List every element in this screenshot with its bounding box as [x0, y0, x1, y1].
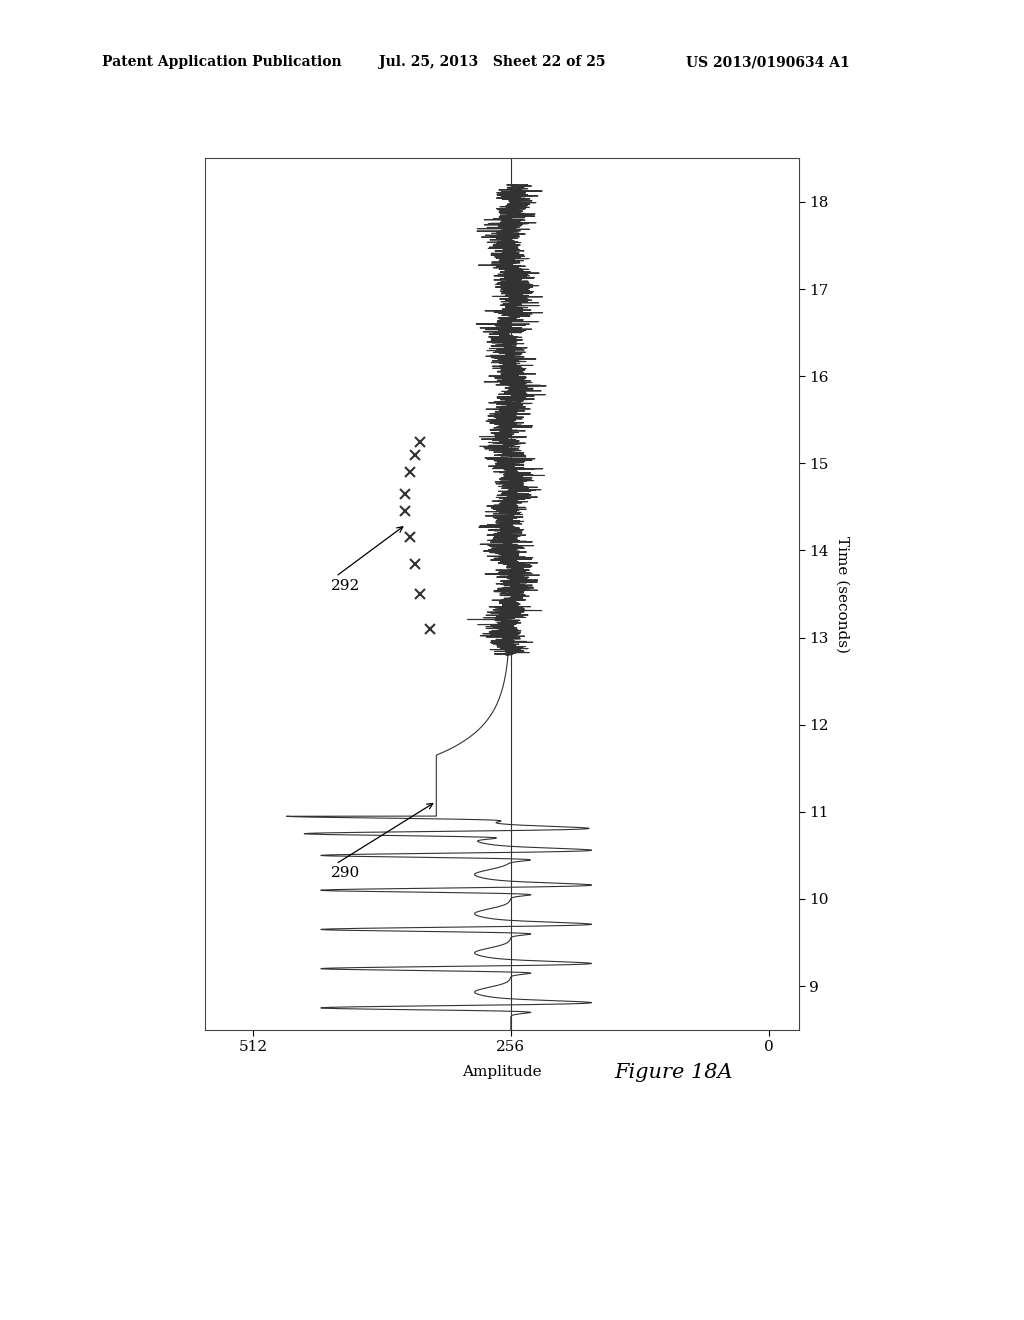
Text: Figure 18A: Figure 18A [614, 1063, 733, 1081]
Text: Patent Application Publication: Patent Application Publication [102, 55, 342, 70]
Text: Jul. 25, 2013   Sheet 22 of 25: Jul. 25, 2013 Sheet 22 of 25 [379, 55, 605, 70]
Text: 292: 292 [331, 578, 359, 593]
Text: US 2013/0190634 A1: US 2013/0190634 A1 [686, 55, 850, 70]
Y-axis label: Time (seconds): Time (seconds) [836, 536, 850, 652]
X-axis label: Amplitude: Amplitude [462, 1065, 542, 1080]
Text: 290: 290 [331, 866, 359, 880]
